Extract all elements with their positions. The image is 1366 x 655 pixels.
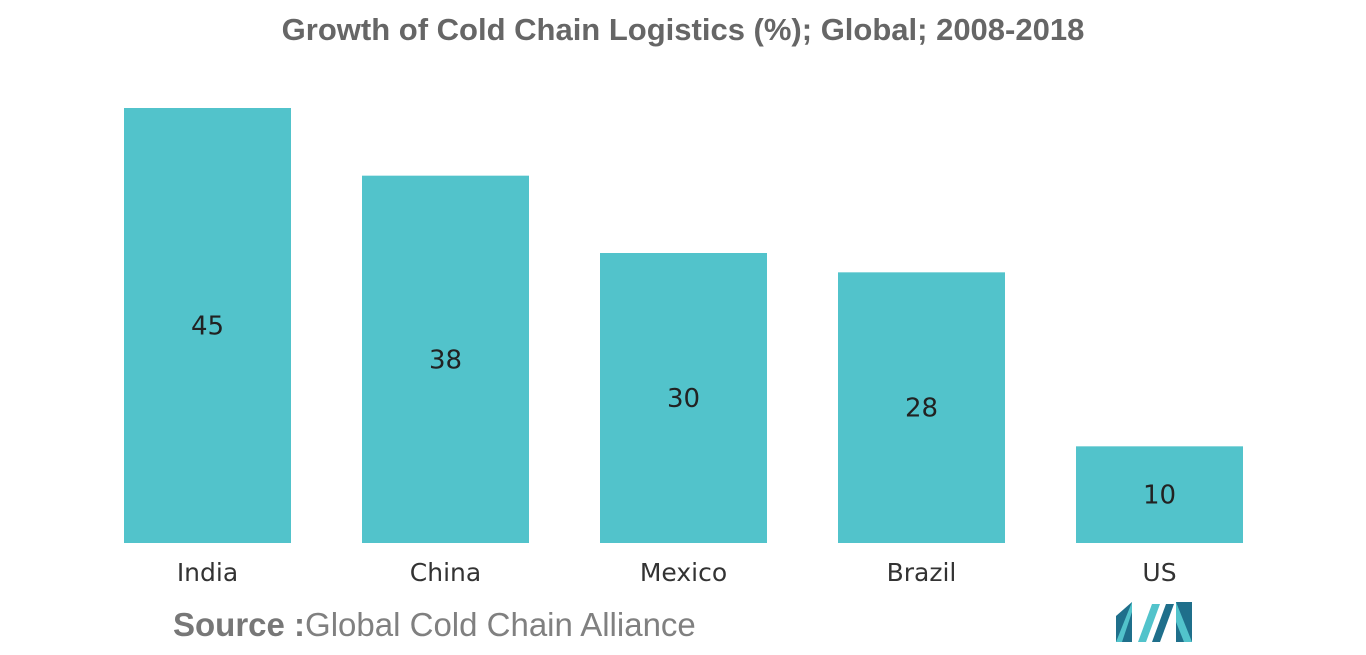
bar-india (124, 108, 291, 543)
bars-group (124, 108, 1243, 543)
source-text: Global Cold Chain Alliance (305, 606, 696, 643)
chart-title: Growth of Cold Chain Logistics (%); Glob… (281, 12, 1085, 47)
bar-chart: 45 38 30 28 10 India China Mexico Brazil US (124, 108, 1243, 587)
logo-left-accent (1116, 602, 1132, 642)
data-labels-group: 45 38 30 28 10 (191, 312, 1176, 511)
bar-brazil (838, 272, 1005, 543)
data-label-india: 45 (191, 312, 224, 342)
logo-mid-dark (1152, 604, 1174, 642)
source-label: Source : (173, 606, 306, 643)
category-label-brazil: Brazil (887, 558, 957, 587)
company-logo-icon (1116, 602, 1192, 642)
logo-mid-shape (1138, 604, 1160, 642)
bar-mexico (600, 253, 767, 543)
data-label-us: 10 (1143, 481, 1176, 511)
data-label-brazil: 28 (905, 394, 938, 424)
category-label-india: India (177, 558, 238, 587)
category-label-china: China (410, 558, 481, 587)
category-labels-group: India China Mexico Brazil US (177, 558, 1177, 587)
category-label-mexico: Mexico (640, 558, 727, 587)
data-label-mexico: 30 (667, 384, 700, 414)
source-note: Source :Global Cold Chain Alliance (173, 606, 696, 644)
category-label-us: US (1142, 558, 1176, 587)
data-label-china: 38 (429, 345, 462, 375)
bar-china (362, 175, 529, 543)
bar-us (1076, 446, 1243, 543)
logo-right-accent (1176, 602, 1192, 642)
